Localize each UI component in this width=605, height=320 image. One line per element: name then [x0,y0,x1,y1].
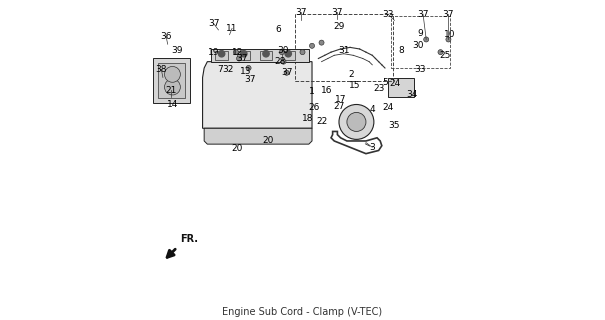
Polygon shape [211,49,309,62]
Text: 17: 17 [335,95,346,104]
Text: 4: 4 [370,105,375,114]
Text: 7: 7 [217,65,223,74]
Text: 36: 36 [160,32,172,41]
Bar [391,16,450,68]
Text: 31: 31 [338,46,350,55]
Text: 16: 16 [321,86,332,95]
Bar [388,77,414,97]
Text: 8: 8 [398,46,404,55]
Circle shape [218,51,225,57]
Circle shape [347,112,366,132]
Circle shape [263,51,269,57]
Circle shape [241,51,247,57]
Polygon shape [203,62,312,128]
Text: 18: 18 [301,114,313,123]
Text: 6: 6 [276,25,281,35]
Bar [295,14,393,81]
Circle shape [319,40,324,45]
Bar [238,51,250,60]
Text: 39: 39 [171,46,183,55]
Circle shape [237,56,241,61]
Text: 37: 37 [295,8,307,17]
Bar [158,63,185,98]
Text: 34: 34 [406,91,417,100]
Text: 15: 15 [349,81,361,90]
Text: 1: 1 [309,87,315,96]
Text: 9: 9 [417,28,423,38]
Bar [282,51,295,60]
Text: 2: 2 [349,70,355,79]
Circle shape [165,79,180,95]
Circle shape [424,37,429,42]
Bar [260,51,272,60]
Text: 30: 30 [278,46,289,55]
Text: 37: 37 [332,8,343,17]
Circle shape [284,70,289,75]
Text: 25: 25 [440,51,451,60]
Text: 3: 3 [370,143,375,152]
Text: 28: 28 [275,57,286,66]
Text: 32: 32 [222,65,234,74]
Text: 24: 24 [382,103,394,112]
Text: 37: 37 [417,10,429,19]
Text: Engine Sub Cord - Clamp (V-TEC): Engine Sub Cord - Clamp (V-TEC) [223,307,382,317]
Text: 26: 26 [308,103,319,112]
Text: 33: 33 [414,65,426,74]
Circle shape [280,50,284,55]
Bar [154,59,190,103]
Circle shape [339,105,374,140]
Circle shape [300,50,305,55]
Circle shape [310,43,315,48]
Text: 24: 24 [389,79,400,88]
Text: 29: 29 [333,22,345,31]
Text: 37: 37 [443,10,454,19]
Circle shape [438,50,443,55]
Circle shape [234,50,238,55]
Polygon shape [204,128,312,144]
Text: 11: 11 [226,24,238,33]
Text: 14: 14 [167,100,178,109]
Text: 12: 12 [232,48,243,57]
Text: 20: 20 [232,144,243,153]
Bar [215,51,228,60]
Text: 37: 37 [208,19,220,28]
Text: 21: 21 [165,86,177,95]
Text: 37: 37 [237,54,248,63]
Text: FR.: FR. [180,234,198,244]
Text: 23: 23 [373,84,384,93]
Circle shape [285,51,292,57]
Text: 27: 27 [333,101,345,111]
Text: 35: 35 [389,121,401,130]
Text: 20: 20 [262,136,273,146]
Text: 5: 5 [382,78,388,87]
Circle shape [165,67,180,82]
Text: 10: 10 [444,30,456,39]
Text: 19: 19 [208,48,220,57]
Text: 37: 37 [281,68,292,77]
Text: 33: 33 [382,10,394,19]
Circle shape [446,37,451,42]
Text: 13: 13 [240,67,251,76]
Text: 30: 30 [413,41,424,50]
Text: 22: 22 [316,117,327,126]
Text: 38: 38 [155,65,167,74]
Circle shape [246,66,251,70]
Circle shape [281,59,286,64]
Text: 37: 37 [244,75,256,84]
FancyArrowPatch shape [167,249,175,257]
